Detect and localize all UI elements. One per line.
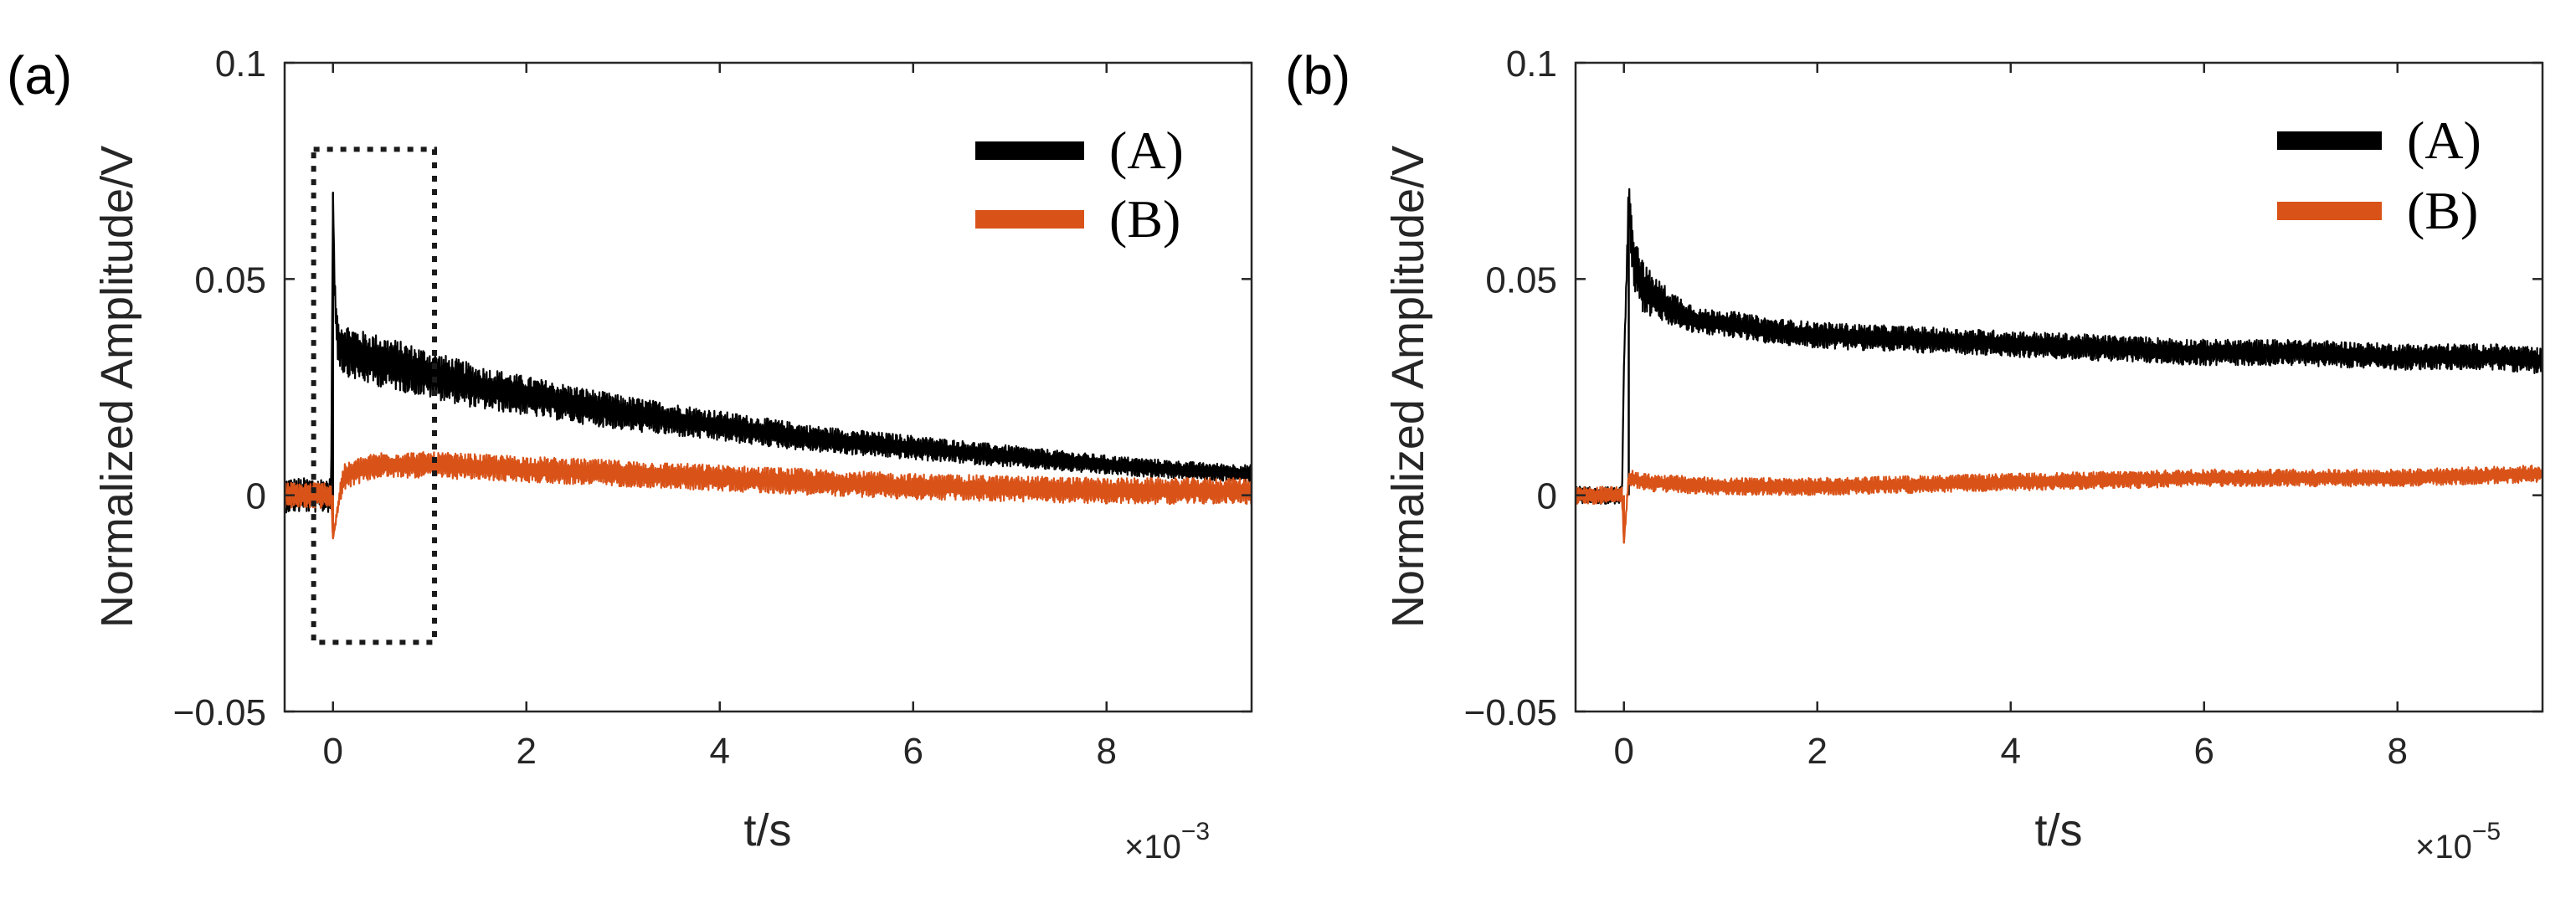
- panel-b-x-axis-label: t/s: [2034, 805, 2082, 855]
- series-line-A: [285, 191, 1252, 514]
- x-tick-label: 6: [903, 731, 923, 772]
- panel-b-y-axis-label: Normalized Amplitude/V: [1383, 146, 1433, 628]
- legend-label-b: (B): [2407, 181, 2478, 240]
- series-line-A: [1576, 188, 2543, 505]
- y-tick-label: 0.1: [1506, 44, 1557, 85]
- panel-a-label: (a): [7, 45, 72, 105]
- x-tick-label: 0: [323, 731, 343, 772]
- y-tick-label: −0.05: [1464, 692, 1557, 733]
- series-line-B: [285, 451, 1252, 540]
- y-tick-label: 0.1: [215, 44, 266, 85]
- x-tick-label: 4: [2001, 731, 2021, 772]
- panel-a-axes-frame: [283, 61, 1253, 713]
- y-tick-label: −0.05: [173, 692, 266, 733]
- panel-b-axes-frame: [1574, 61, 2544, 713]
- x-tick-label: 8: [2388, 731, 2408, 772]
- x-tick-label: 4: [710, 731, 730, 772]
- panel-a-legend: (A) (B): [975, 121, 1184, 249]
- y-tick-label: 0.05: [194, 259, 266, 301]
- panel-b: (b) 0 2 4 6 8 −0.05 0 0.05 0.1 Normalized Amplit…: [1285, 44, 2544, 866]
- panel-a-y-axis-label: Normalized Amplitude/V: [92, 146, 142, 628]
- y-tick-label: 0: [246, 476, 266, 517]
- legend-label-a: (A): [2407, 110, 2481, 170]
- series-line-B: [1576, 465, 2543, 544]
- x-tick-label: 2: [517, 731, 537, 772]
- panel-a-x-axis-label: t/s: [743, 805, 791, 855]
- y-tick-label: 0.05: [1485, 259, 1557, 301]
- x-tick-label: 0: [1614, 731, 1634, 772]
- y-tick-label: 0: [1537, 476, 1557, 517]
- panel-b-label: (b): [1285, 45, 1350, 105]
- legend-label-b: (B): [1109, 189, 1180, 249]
- panel-a: (a) 0 2 4 6 8 −0.05 0 0.05 0.1 Normalized Amplit…: [7, 44, 1253, 866]
- x-tick-label: 6: [2194, 731, 2214, 772]
- zoom-region-box: [311, 146, 438, 645]
- panel-b-x-multiplier: ×10−5: [2415, 818, 2501, 866]
- panel-b-legend: (A) (B): [2277, 110, 2481, 240]
- x-tick-label: 2: [1807, 731, 1828, 772]
- legend-label-a: (A): [1109, 121, 1184, 180]
- x-tick-label: 8: [1097, 731, 1117, 772]
- panel-a-x-multiplier: ×10−3: [1124, 818, 1210, 866]
